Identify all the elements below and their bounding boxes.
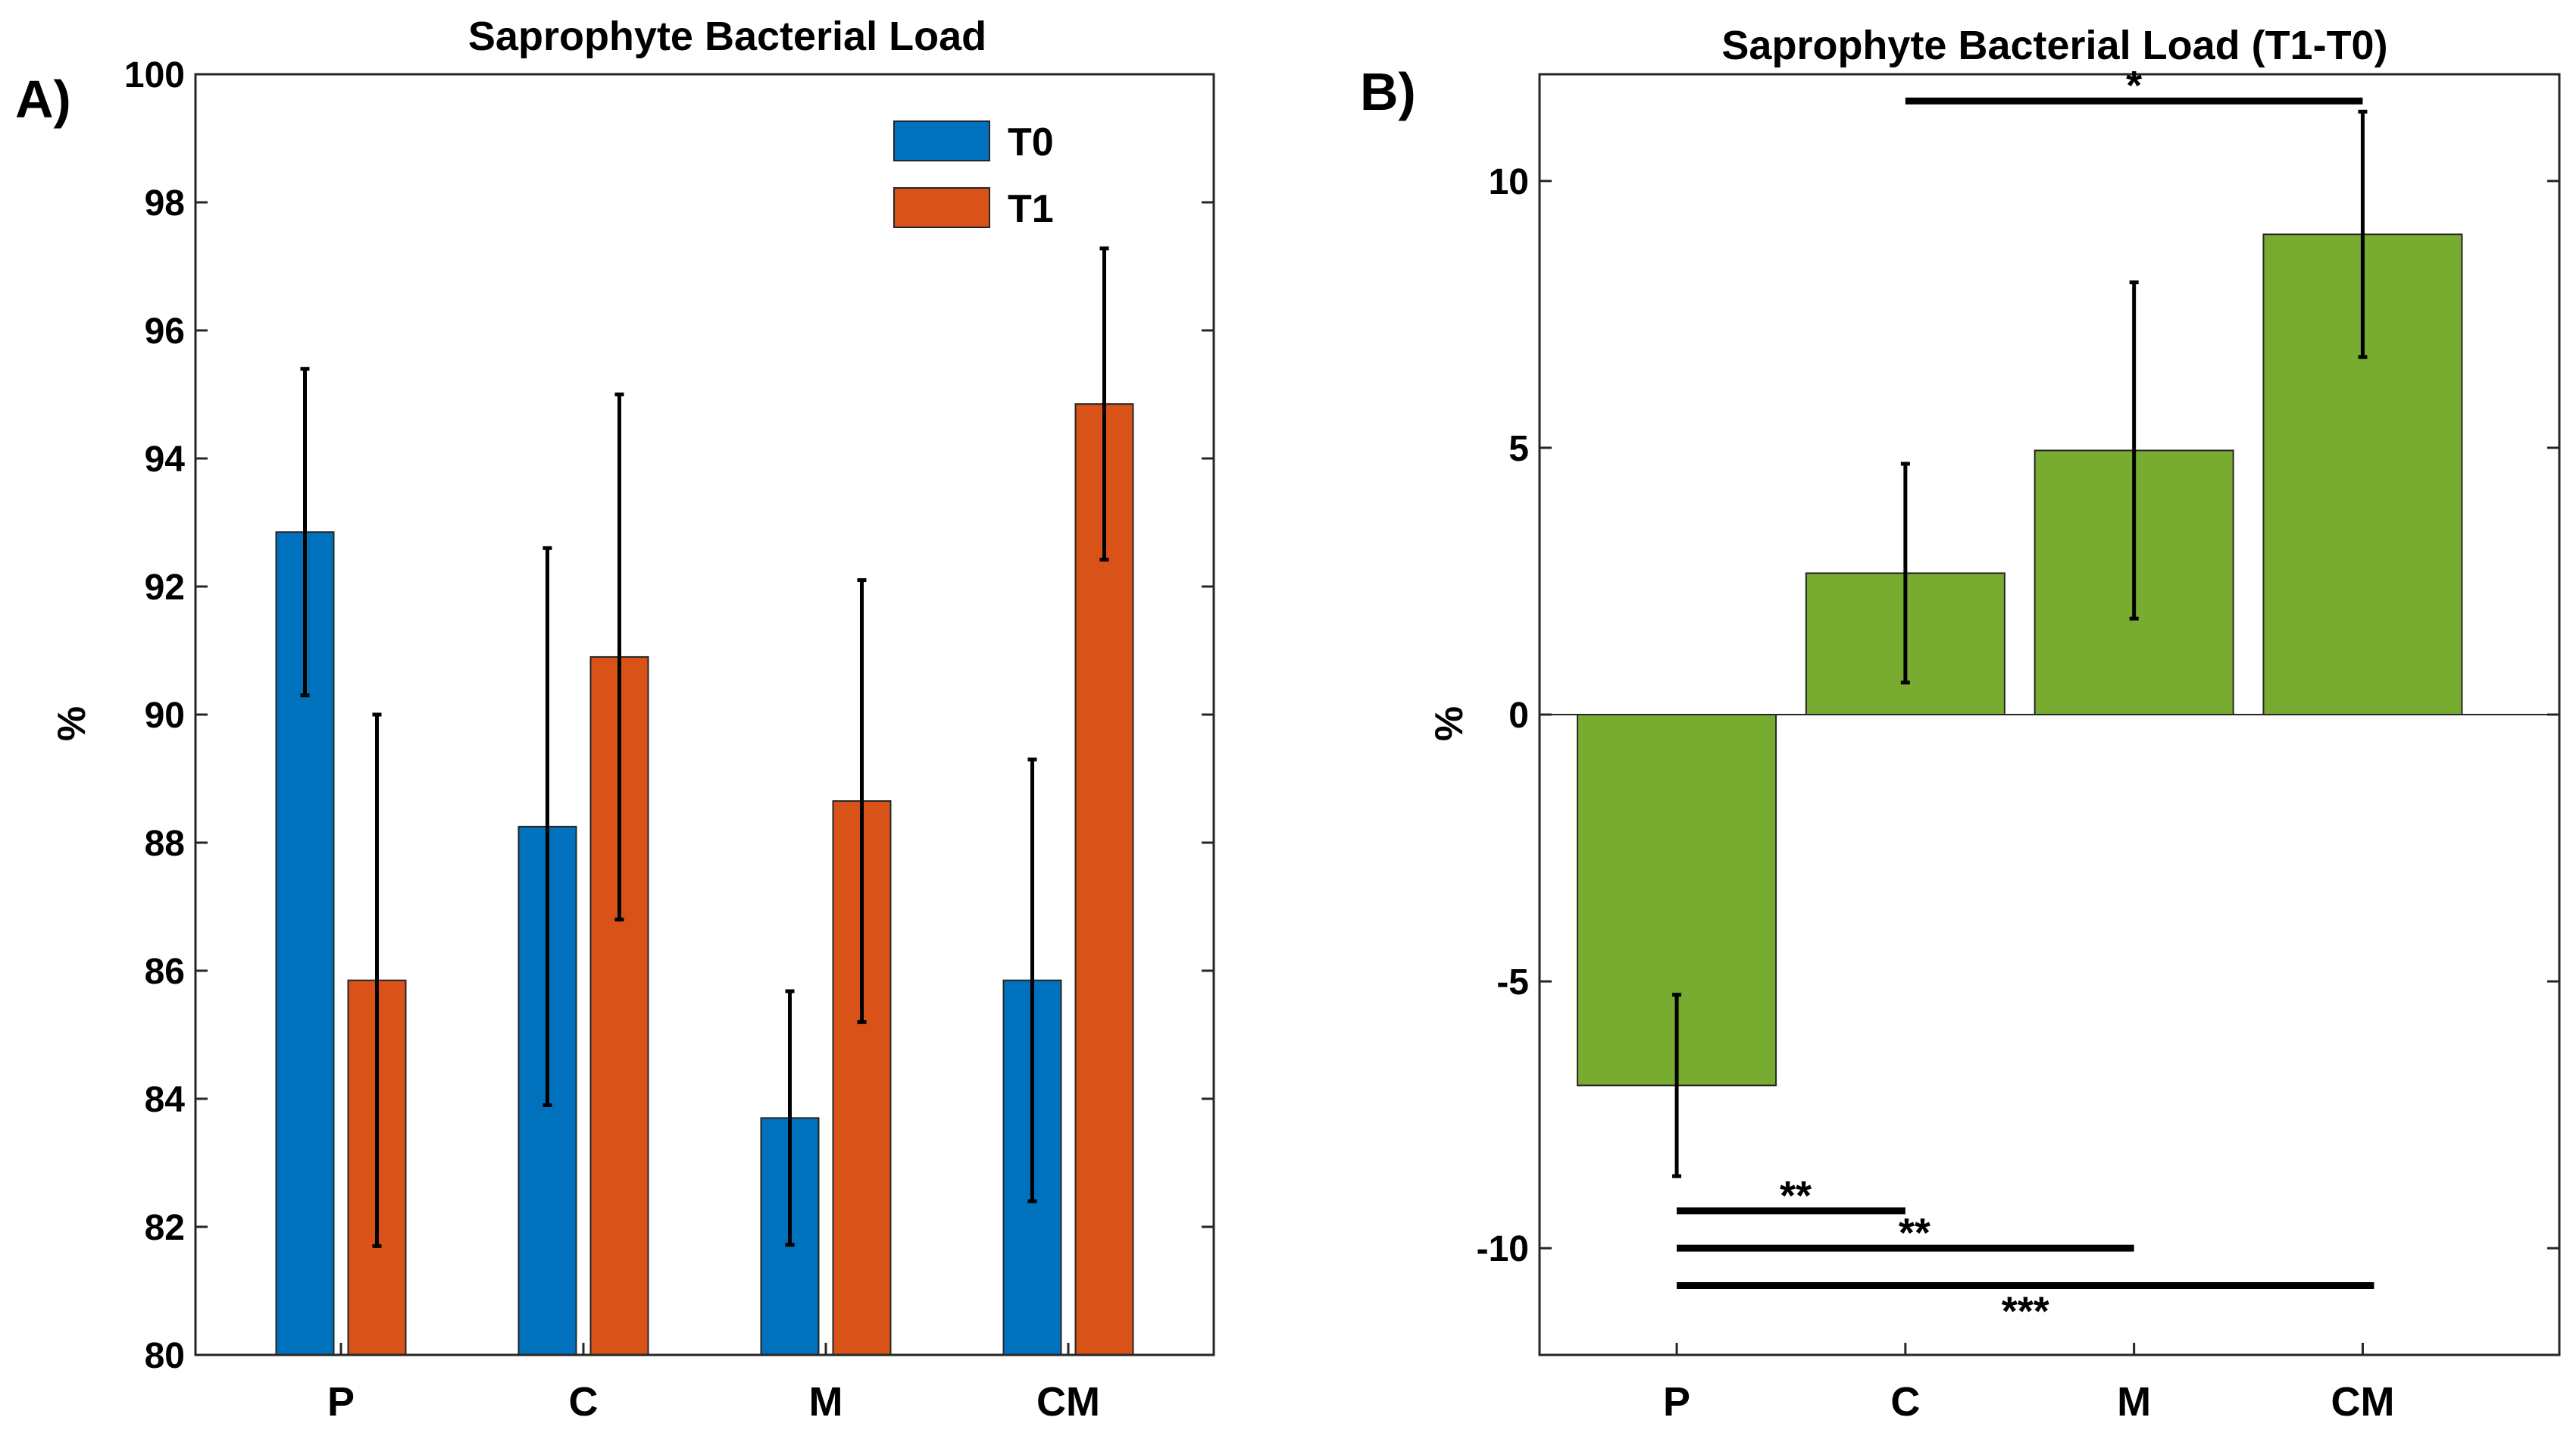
bar-t1-cm: [1074, 403, 1134, 1356]
x-tick-label: C: [1890, 1379, 1920, 1425]
panel-a-label: A): [15, 70, 71, 129]
x-tick-label: P: [327, 1379, 355, 1425]
y-tick-label: 98: [145, 183, 185, 224]
significance-label: **: [1780, 1173, 1812, 1219]
y-tick-label: 0: [1508, 696, 1529, 736]
significance-label: *: [2126, 63, 2142, 108]
y-tick-label: 86: [145, 952, 185, 992]
x-tick-label: M: [2117, 1379, 2151, 1425]
legend-label-t0: T0: [1008, 120, 1054, 164]
x-tick-label: CM: [2331, 1379, 2394, 1425]
y-tick-label: 96: [145, 311, 185, 352]
y-tick-label: 100: [124, 55, 185, 95]
chart-a-title: Saprophyte Bacterial Load: [468, 14, 986, 59]
chart-b-ylabel: %: [1427, 706, 1471, 741]
legend-swatch-t0: [893, 120, 990, 161]
chart-panel-a: A) Saprophyte Bacterial Load % 80 82 84 86 8…: [15, 14, 1215, 1425]
y-tick-label: 92: [145, 568, 185, 608]
significance-label: ***: [2002, 1288, 2049, 1334]
y-tick-label: 90: [145, 696, 185, 736]
chart-panel-b: B) Saprophyte Bacterial Load (T1-T0) % -…: [1360, 23, 2561, 1425]
y-tick-label: -10: [1477, 1229, 1529, 1269]
chart-a-ylabel: %: [50, 706, 94, 741]
y-tick-label: 10: [1489, 162, 1529, 202]
x-tick-label: C: [569, 1379, 599, 1425]
y-tick-label: 5: [1508, 429, 1529, 469]
y-tick-label: 80: [145, 1336, 185, 1376]
chart-a-legend: T0 T1: [893, 120, 1054, 231]
chart-b-title: Saprophyte Bacterial Load (T1-T0): [1721, 23, 2387, 68]
legend-swatch-t1: [893, 187, 990, 228]
panel-b-label: B): [1360, 62, 1416, 121]
y-tick-label: 94: [145, 440, 186, 480]
y-tick-label: 88: [145, 824, 185, 864]
x-tick-label: P: [1663, 1379, 1690, 1425]
significance-label: **: [1899, 1210, 1930, 1256]
y-tick-label: 82: [145, 1208, 185, 1248]
legend-label-t1: T1: [1008, 187, 1054, 231]
x-tick-label: CM: [1036, 1379, 1100, 1425]
x-tick-label: M: [809, 1379, 843, 1425]
y-tick-label: -5: [1496, 962, 1529, 1003]
y-tick-label: 84: [145, 1080, 186, 1120]
